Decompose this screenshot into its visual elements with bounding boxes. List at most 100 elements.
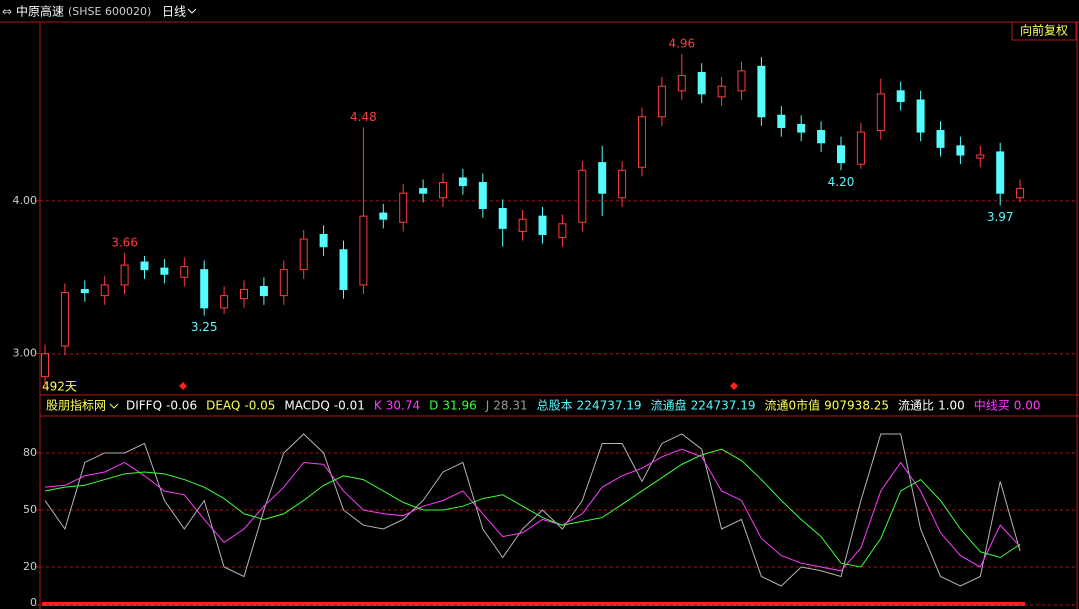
stock-name[interactable]: 中原高速 — [16, 4, 64, 19]
y-tick-label: 4.00 — [13, 194, 38, 207]
candle-body — [538, 215, 547, 235]
candle-body — [777, 114, 786, 128]
indicator-name: 流通0市值 — [765, 398, 821, 413]
candle-body — [936, 130, 945, 148]
menu-icon[interactable]: ⇔ — [2, 5, 12, 19]
indicator-value: 31.96 — [442, 399, 476, 413]
indicator-value: 28.31 — [493, 399, 527, 413]
indicator-name: DEAQ — [206, 399, 240, 413]
candle-body — [876, 93, 885, 132]
candle-body — [439, 182, 447, 199]
indicator-value: 224737.19 — [577, 399, 642, 413]
candle-body — [498, 208, 507, 229]
candle-body — [399, 192, 408, 223]
candle-body — [259, 285, 268, 297]
indicator-value: -0.06 — [166, 399, 197, 413]
candle-body — [837, 145, 845, 164]
candle-body — [737, 70, 746, 92]
indicator-value: 1.00 — [938, 399, 965, 413]
low-label: 3.97 — [987, 210, 1014, 224]
candle-body — [419, 188, 428, 194]
low-label: 3.25 — [191, 320, 218, 334]
candle-body — [339, 249, 348, 291]
candle-body — [140, 261, 149, 271]
candle-body — [60, 292, 69, 347]
candle-body — [657, 85, 666, 118]
indicator-name: J — [485, 399, 490, 413]
indicator-value: -0.01 — [334, 399, 365, 413]
candle-body — [976, 154, 985, 159]
candle-body — [996, 151, 1005, 194]
candle-body — [240, 289, 248, 300]
candle-body — [160, 267, 169, 275]
candle-body — [359, 215, 368, 286]
indicator-name: DIFFQ — [126, 399, 162, 413]
candle-body — [180, 266, 189, 278]
indicator-name: 流通盘 — [651, 398, 687, 413]
y-tick-label: 80 — [23, 446, 37, 459]
candle-body — [856, 131, 865, 165]
indicator-value: -0.05 — [244, 399, 275, 413]
candle-body — [896, 90, 905, 102]
indicator-name: 总股本 — [537, 399, 573, 413]
indicator-name: 中线买 — [974, 398, 1010, 413]
candle-body — [697, 71, 706, 95]
candle-body — [578, 169, 587, 223]
candle-body — [817, 130, 826, 144]
indicator-name: MACDQ — [284, 399, 329, 413]
candle-body — [478, 182, 487, 210]
candle-body — [100, 284, 109, 297]
adjust-mode[interactable]: 向前复权 — [1020, 23, 1068, 38]
dropdown-arrow[interactable] — [109, 403, 119, 409]
indicator-value: 907938.25 — [824, 399, 889, 413]
indicator-value: 224737.19 — [691, 399, 756, 413]
adjust-box[interactable] — [1011, 21, 1077, 41]
indicator-line — [44, 433, 1021, 587]
high-label: 3.66 — [111, 235, 138, 249]
candle-body — [200, 269, 209, 309]
indicator-name: 流通比 — [898, 399, 934, 413]
candle-body — [518, 218, 527, 232]
dropdown-arrow[interactable] — [187, 8, 197, 14]
indicator-value: 0.00 — [1014, 399, 1041, 413]
indicator-title[interactable]: 股朋指标网 — [46, 398, 106, 413]
signal-marker — [179, 382, 187, 390]
period[interactable]: 日线 — [162, 5, 186, 19]
candle-body — [956, 145, 965, 156]
low-label: 4.20 — [828, 175, 855, 189]
candle-body — [638, 116, 646, 168]
candle-body — [299, 238, 308, 271]
indicator-line — [44, 448, 1021, 568]
indicator-line — [44, 448, 1021, 572]
candle-body — [757, 65, 766, 118]
candle-body — [797, 123, 806, 133]
candle-body — [220, 295, 229, 309]
y-tick-label: 50 — [23, 503, 37, 516]
days-count: 492天 — [42, 380, 77, 394]
candle-body — [916, 99, 925, 133]
y-tick-label: 0 — [30, 596, 37, 609]
candle-body — [319, 233, 328, 248]
candle-body — [379, 212, 388, 220]
candle-body — [458, 177, 467, 187]
y-tick-label: 3.00 — [13, 347, 38, 360]
indicator-value: 30.74 — [386, 399, 420, 413]
y-tick-label: 20 — [23, 560, 37, 573]
candle-body — [677, 75, 686, 92]
candle-body — [41, 353, 49, 378]
indicator-name: K — [374, 399, 383, 413]
candle-body — [80, 289, 89, 294]
stock-code: (SHSE 600020) — [68, 5, 151, 18]
indicator-name: D — [429, 399, 438, 413]
candle-body — [717, 85, 726, 98]
high-label: 4.96 — [668, 37, 695, 51]
candle-body — [120, 264, 129, 286]
candle-body — [558, 223, 567, 239]
signal-marker — [730, 382, 738, 390]
high-label: 4.48 — [350, 110, 377, 124]
candle-body — [1016, 188, 1025, 199]
candle-body — [618, 169, 627, 199]
